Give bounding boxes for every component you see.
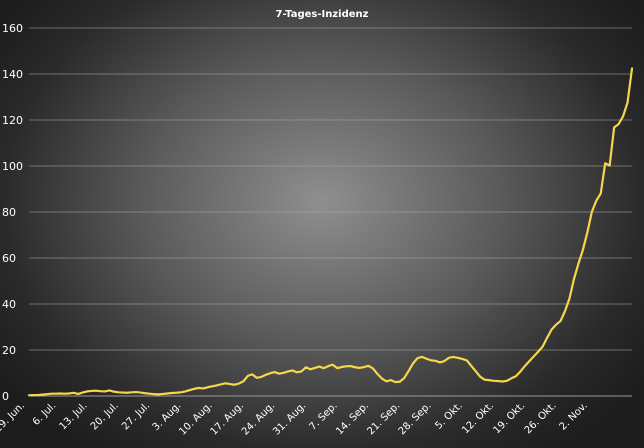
- x-tick-label: 12. Okt.: [460, 400, 496, 436]
- y-tick-label: 160: [2, 22, 23, 35]
- x-tick-label: 21. Sep.: [365, 400, 402, 437]
- y-tick-label: 80: [2, 206, 16, 219]
- x-tick-label: 19. Okt.: [491, 400, 527, 436]
- x-tick-label: 17. Aug.: [209, 400, 246, 437]
- y-tick-label: 120: [2, 114, 23, 127]
- chart-title: 7-Tages-Inzidenz: [276, 9, 369, 20]
- series-line-incidence: [27, 67, 634, 397]
- gridlines: [29, 27, 632, 351]
- y-tick-label: 100: [2, 160, 23, 173]
- x-tick-label: 24. Aug.: [240, 400, 277, 437]
- x-tick-label: 20. Jul.: [89, 400, 121, 432]
- x-tick-label: 2. Nov.: [558, 400, 590, 432]
- y-tick-label: 60: [2, 252, 16, 265]
- y-tick-label: 20: [2, 344, 16, 357]
- x-tick-label: 6. Jul.: [31, 400, 59, 428]
- x-tick-label: 13. Jul.: [58, 400, 90, 432]
- x-axis-tick-labels: 29. Jun. 6. Jul. 13. Jul. 20. Jul. 27. Jul. 3…: [0, 400, 590, 437]
- series-layer: [27, 67, 634, 397]
- x-tick-label: 27. Jul.: [120, 400, 152, 432]
- y-tick-label: 0: [2, 390, 9, 403]
- x-tick-label: 26. Okt.: [523, 400, 559, 436]
- x-tick-label: 10. Aug.: [177, 400, 214, 437]
- x-tick-label: 31. Aug.: [271, 400, 308, 437]
- x-tick-label: 29. Jun.: [0, 400, 27, 435]
- x-tick-label: 5. Okt.: [433, 400, 464, 431]
- x-tick-label: 14. Sep.: [334, 400, 371, 437]
- y-tick-label: 140: [2, 68, 23, 81]
- x-tick-label: 28. Sep.: [397, 400, 434, 437]
- y-axis-tick-labels: 0 20 40 60 80 100 120 140 160: [2, 22, 23, 403]
- y-tick-label: 40: [2, 298, 16, 311]
